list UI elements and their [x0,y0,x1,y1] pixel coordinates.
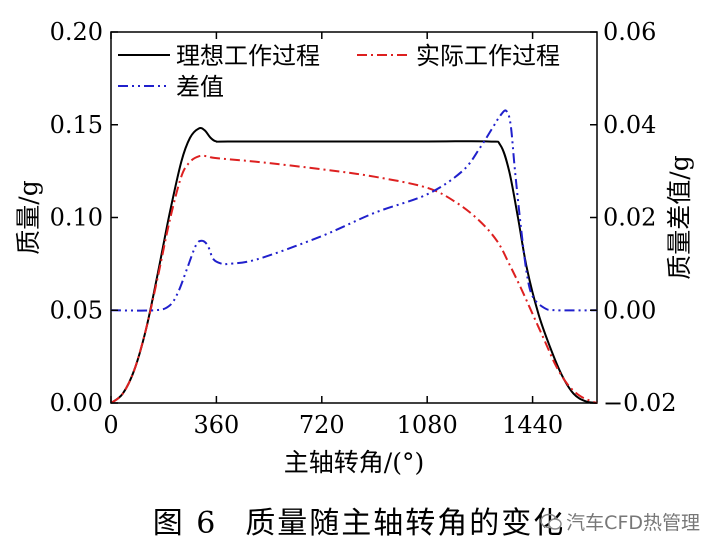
watermark-text: 汽车CFD热管理 [566,512,700,534]
y-right-tick-label: 0.04 [603,111,656,139]
plot-area: 0 360 720 1080 1440 0.00 0.05 0.10 0.15 0.20 −0.02… [50,18,677,439]
y-left-tick-label: 0.20 [50,18,103,46]
series-line-ideal [110,127,598,404]
legend-label-actual: 实际工作过程 [416,42,560,70]
y-right-tick-label: −0.02 [603,389,677,417]
y-axis-left-label: 质量/g [14,180,43,254]
series-line-difference [110,109,598,312]
y-right-tick-label: 0.06 [603,18,656,46]
caption-title: 质量随主轴转角的变化 [245,506,566,541]
y-right-tick-label: 0.00 [603,296,656,324]
y-axis-right-label: 质量差值/g [665,155,694,279]
caption-number: 图 6 [152,506,218,541]
series-layer [110,109,598,404]
x-axis-label: 主轴转角/(°) [284,448,424,477]
y-left-tick-label: 0.10 [50,204,103,232]
x-tick-label: 0 [103,411,118,439]
x-tick-label: 1080 [397,411,458,439]
x-tick-label: 720 [299,411,345,439]
series-line-actual [110,154,598,404]
y-left-tick-label: 0.15 [50,111,103,139]
x-tick-label: 1440 [502,411,563,439]
axis-layer: 0 360 720 1080 1440 0.00 0.05 0.10 0.15 0.20 −0.02… [50,18,677,439]
y-left-tick-label: 0.00 [50,389,103,417]
legend-label-difference: 差值 [176,73,224,101]
wechat-icon [540,513,562,530]
legend: 理想工作过程 实际工作过程 差值 [118,42,560,101]
y-right-tick-label: 0.02 [603,204,656,232]
x-tick-label: 360 [193,411,239,439]
watermark: 汽车CFD热管理 [540,508,700,535]
figure-caption: 图 6 质量随主轴转角的变化 [0,498,718,542]
y-left-tick-label: 0.05 [50,296,103,324]
legend-label-ideal: 理想工作过程 [176,42,320,70]
